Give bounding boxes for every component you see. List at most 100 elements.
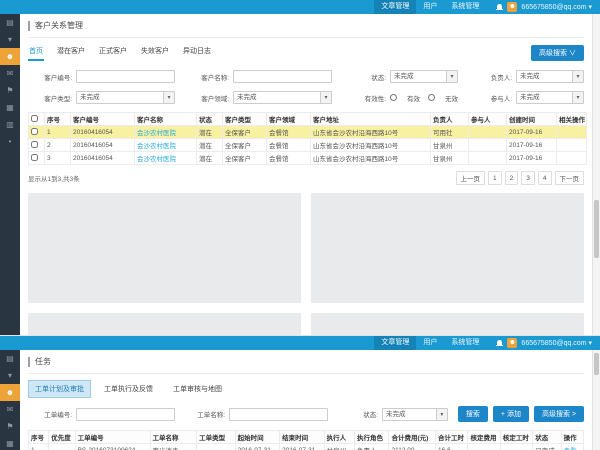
chart-placeholder-3 [28, 313, 301, 335]
table-row: 1 BS-2016073100624南光消毒 2016-07-312016-07-3… [27, 443, 585, 450]
scroll-thumb[interactable] [594, 200, 599, 258]
column-header: 优先度 [48, 430, 76, 444]
scroll-thumb[interactable] [594, 353, 599, 375]
filter-customer-name: 客户名称: [185, 70, 332, 83]
topbar-nav-item-0[interactable]: 文章管理 [374, 336, 417, 350]
column-header: 工单名称 [149, 430, 198, 444]
tab-crm-2[interactable]: 正式客户 [99, 48, 127, 55]
column-header: 核定费用 [467, 430, 501, 444]
sidebar-item-calendar[interactable]: ▦ [0, 99, 20, 116]
table-cell: 会餐馆 [266, 151, 311, 165]
valid-radio[interactable] [390, 94, 397, 101]
select-all-checkbox[interactable] [31, 114, 38, 122]
sidebar-item-flag[interactable]: ⚑ [0, 418, 20, 435]
filter-customer-type: 客户类型: 未完成 ▾ [28, 91, 175, 104]
status-select[interactable]: 未完成 ▾ [382, 407, 448, 421]
user-email-menu[interactable]: 665675850@qq.com ▾ [521, 339, 592, 347]
view-link[interactable]: 查看 [564, 448, 577, 450]
tab-crm-4[interactable]: 异动日志 [183, 48, 211, 55]
task-scrollbar[interactable] [592, 350, 600, 450]
tab-crm-3[interactable]: 失效客户 [141, 48, 169, 55]
column-header: 合计费用(元) [388, 430, 437, 444]
customer-type-select[interactable]: 未完成 ▾ [76, 91, 175, 104]
table-cell: 20160416054 [70, 138, 135, 152]
sidebar-item-caret-down[interactable]: ▾ [0, 31, 20, 48]
crm-tabs: 首页 潜在客户 正式客户 失效客户 异动日志 高级搜索 ∨ [28, 44, 584, 61]
sidebar-item-user[interactable]: ☻ [0, 48, 20, 65]
customer-link[interactable]: 会沙农村医院 [137, 143, 176, 150]
advanced-search-button[interactable]: 高级搜索 > [533, 406, 584, 422]
crm-scrollbar[interactable] [592, 14, 600, 335]
participant-select[interactable]: 未完成 ▾ [516, 91, 584, 104]
sidebar-item-mail[interactable]: ✉ [0, 65, 20, 82]
customer-type-label: 客户类型: [44, 95, 72, 103]
tab-task-0[interactable]: 工单计划及审批 [28, 380, 91, 398]
column-header: 创建时间 [506, 112, 557, 126]
customer-field-label: 客户领域: [201, 95, 229, 103]
table-cell: 会沙农村医院 [134, 125, 197, 139]
topbar-nav-item-2[interactable]: 系统管理 [451, 3, 480, 10]
invalid-radio[interactable] [428, 94, 435, 101]
row-checkbox[interactable] [31, 153, 38, 161]
sidebar-item-menu[interactable]: ▤ [0, 14, 20, 31]
topbar-nav-item-1[interactable]: 用户 [423, 3, 438, 10]
tab-task-1[interactable]: 工单执行及反馈 [104, 386, 153, 393]
order-name-input[interactable] [229, 407, 328, 421]
customer-field-select[interactable]: 未完成 ▾ [233, 91, 332, 104]
page-button-2[interactable]: 2 [504, 171, 519, 185]
advanced-search-button[interactable]: 高级搜索 ∨ [531, 44, 584, 61]
column-header: 参与人 [468, 112, 507, 126]
table-cell: 负责人 [354, 443, 390, 450]
next-page-button[interactable]: 下一页 [554, 171, 584, 185]
tab-crm-0[interactable]: 首页 [28, 44, 44, 61]
table-cell: 南光消毒 [149, 443, 198, 450]
table-header-row: 序号 客户编号 客户名称 状态 客户类型 客户领域 客户地址 负责人 参与人 创建时间 相关操作 [28, 112, 587, 126]
topbar-nav-item-0[interactable]: 文章管理 [374, 0, 417, 14]
sidebar-item-flag[interactable]: ⚑ [0, 82, 20, 99]
table-cell [196, 443, 236, 450]
sidebar-item-calendar[interactable]: ▦ [0, 435, 20, 450]
table-row: 2 20160416054 会沙农村医院 潜在 全保客户 会餐馆 山东省会沙农村沿海西路10… [28, 138, 587, 152]
order-no-input[interactable] [76, 407, 175, 421]
avatar[interactable]: ☻ [507, 2, 518, 12]
sidebar-item-menu[interactable]: ▤ [0, 350, 20, 367]
divider [28, 373, 584, 374]
column-header: 执行人 [323, 430, 356, 444]
mail-icon: ✉ [6, 69, 14, 78]
customer-link[interactable]: 会沙农村医院 [137, 130, 176, 137]
page-button-4[interactable]: 4 [537, 171, 552, 185]
bell-icon[interactable] [496, 3, 504, 11]
status-label: 状态: [371, 74, 386, 82]
page-button-1[interactable]: 1 [488, 171, 502, 185]
column-header: 客户领域 [266, 112, 311, 126]
sidebar-item-archive[interactable]: ▥ [0, 116, 20, 133]
page-button-3[interactable]: 3 [521, 171, 535, 185]
validity-label: 有效性: [364, 95, 386, 103]
customer-no-input[interactable] [76, 70, 175, 83]
topbar-nav-item-2[interactable]: 系统管理 [451, 339, 480, 346]
tab-task-2[interactable]: 工单审核与地图 [173, 386, 222, 393]
bell-icon[interactable] [496, 339, 504, 347]
owner-select[interactable]: 未完成 ▾ [516, 70, 584, 83]
prev-page-button[interactable]: 上一页 [455, 171, 485, 185]
avatar[interactable]: ☻ [507, 338, 518, 348]
table-cell: 会沙农村医院 [134, 138, 197, 152]
search-button[interactable]: 搜索 [457, 406, 488, 422]
customer-link[interactable]: 会沙农村医院 [137, 156, 176, 163]
user-email-menu[interactable]: 665675850@qq.com ▾ [521, 3, 592, 11]
topbar-nav-item-1[interactable]: 用户 [423, 339, 438, 346]
chevron-down-icon: ▾ [572, 92, 583, 103]
table-cell: 已完成 [532, 443, 562, 450]
row-checkbox[interactable] [31, 140, 38, 148]
customer-name-input[interactable] [233, 70, 332, 83]
sidebar-item-dot[interactable]: • [0, 133, 20, 150]
sidebar-item-mail[interactable]: ✉ [0, 401, 20, 418]
filter-customer-field: 客户领域: 未完成 ▾ [185, 91, 332, 104]
row-checkbox[interactable] [31, 127, 38, 135]
tab-crm-1[interactable]: 潜在客户 [57, 48, 85, 55]
status-select[interactable]: 未完成 ▾ [390, 70, 458, 83]
sidebar-item-caret-down[interactable]: ▾ [0, 367, 20, 384]
add-button[interactable]: + 添加 [492, 406, 529, 422]
column-header: 工单类型 [196, 430, 236, 444]
sidebar-item-user[interactable]: ☻ [0, 384, 20, 401]
